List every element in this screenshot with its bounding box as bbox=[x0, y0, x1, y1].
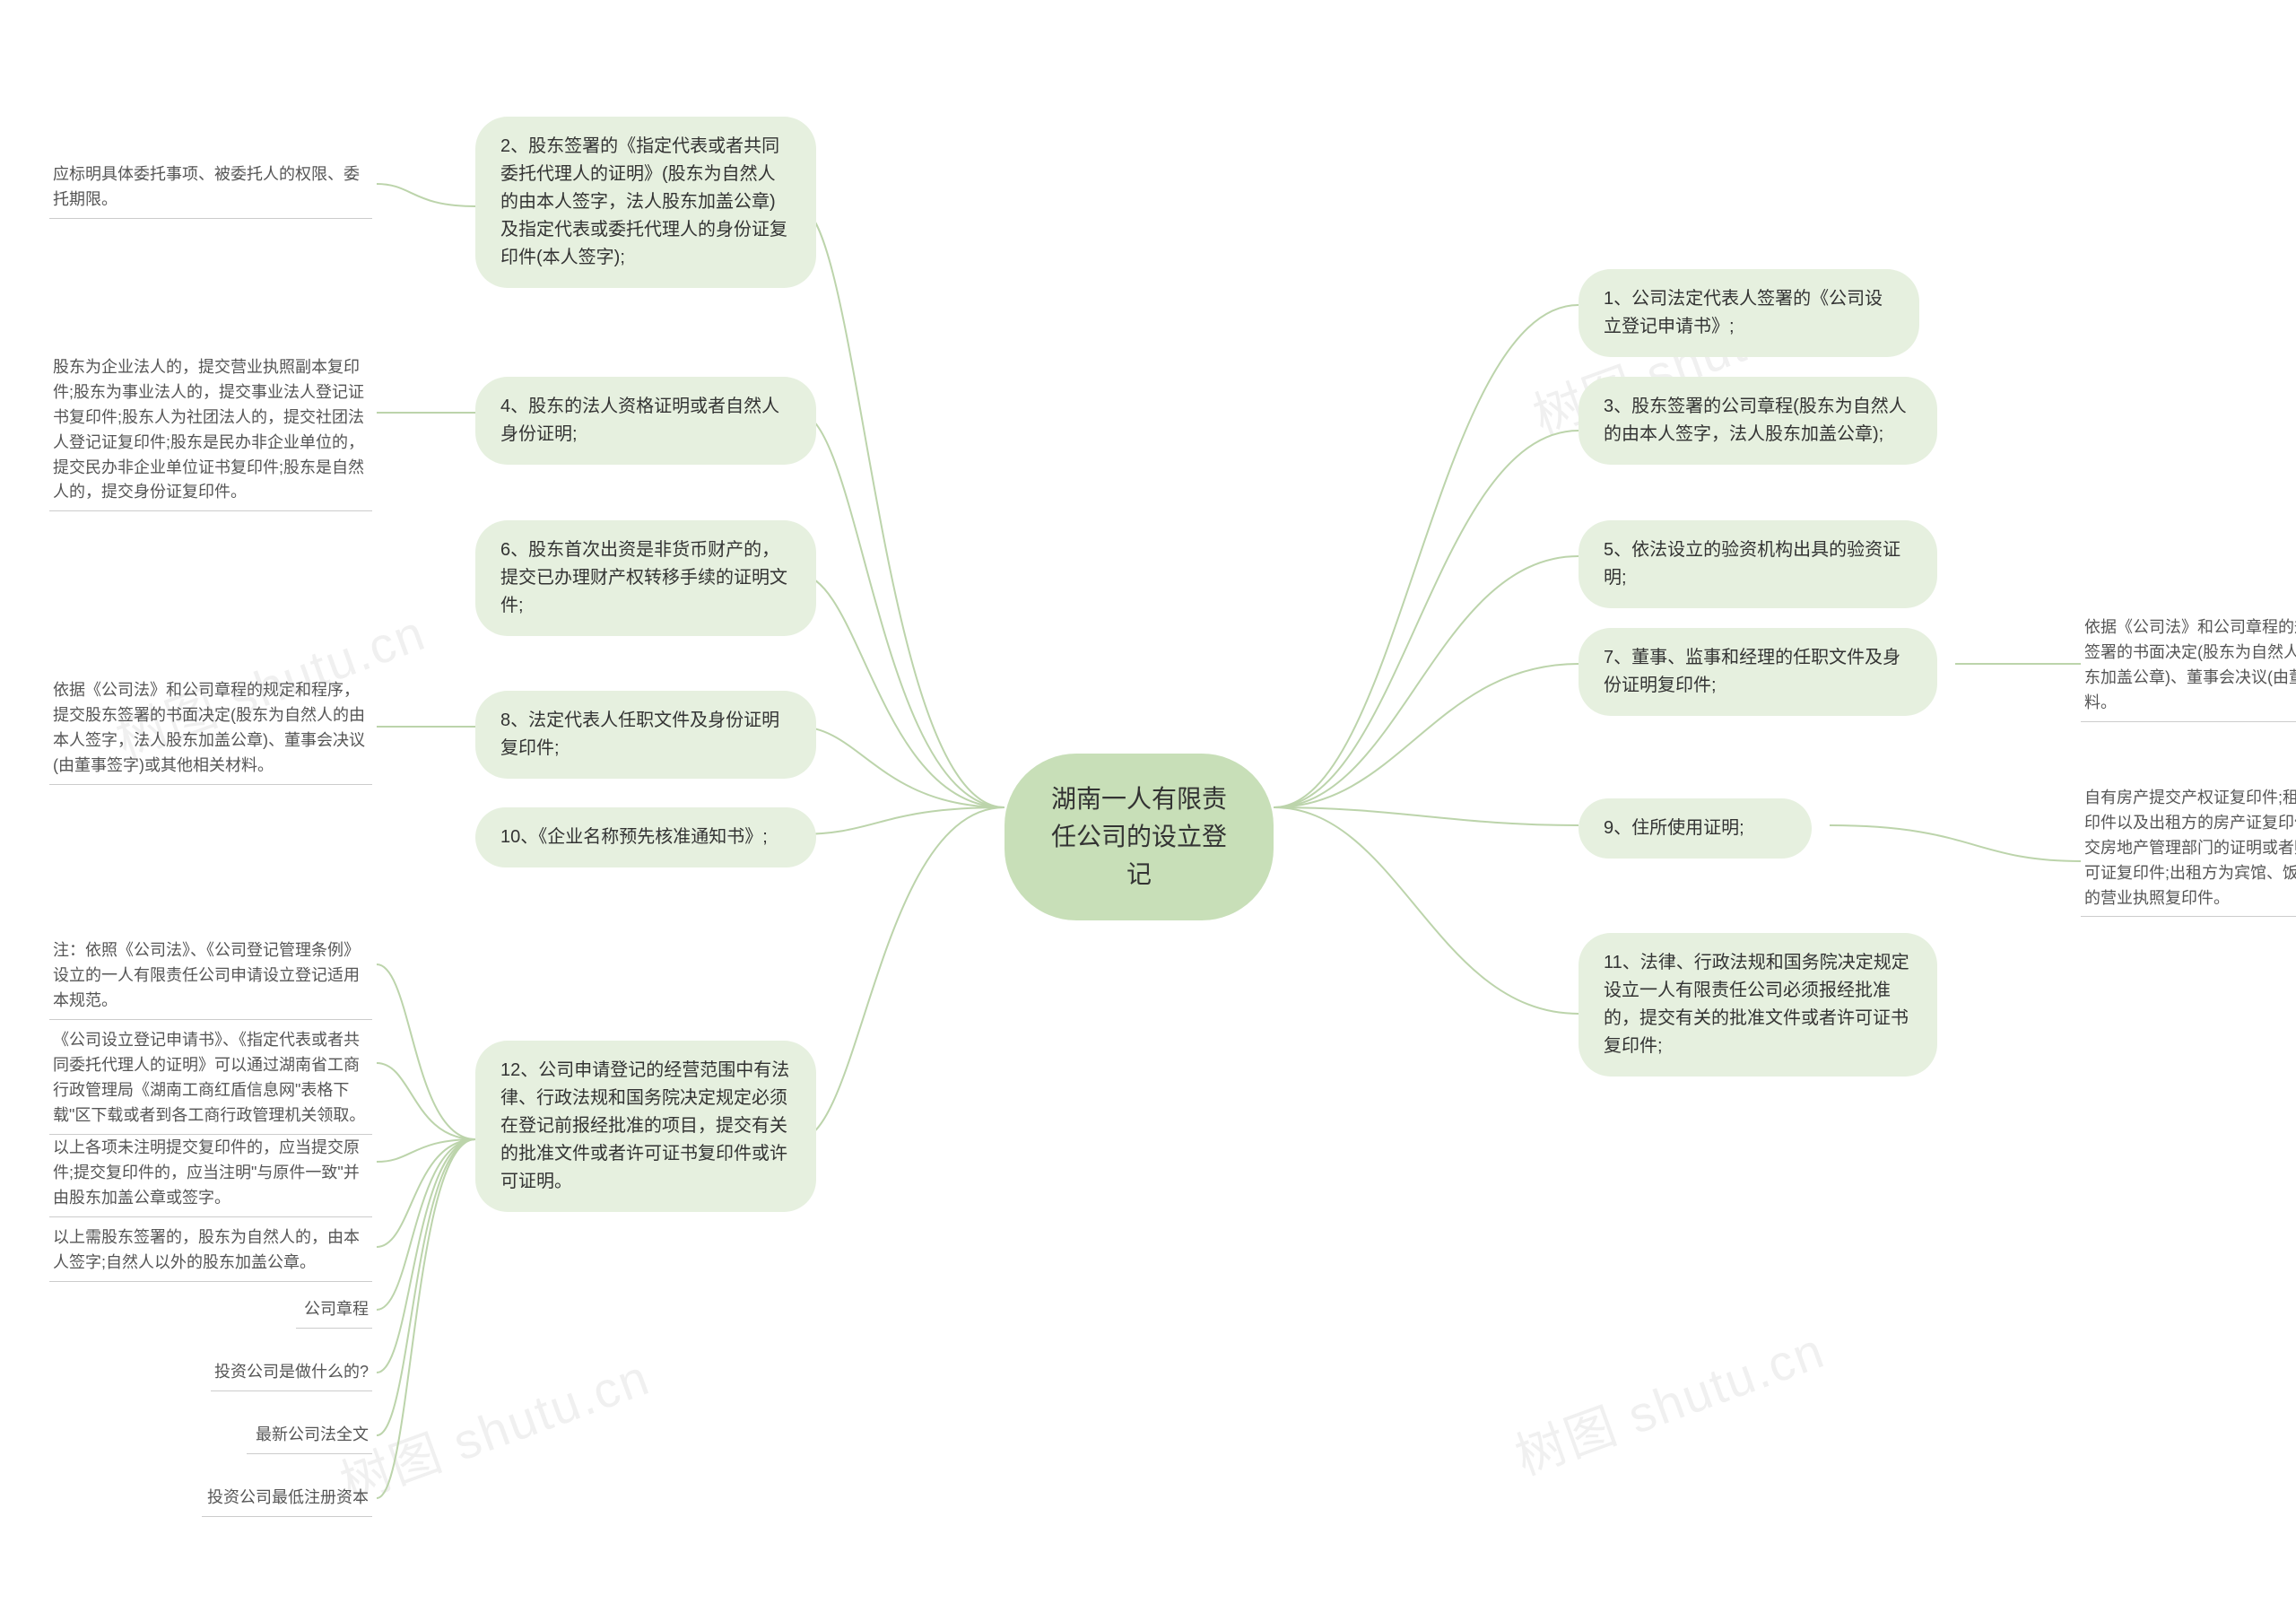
leaf-item-12-n2: 《公司设立登记申请书》、《指定代表或者共同委托代理人的证明》可以通过湖南省工商行… bbox=[49, 1023, 372, 1135]
node-item-5: 5、依法设立的验资机构出具的验资证明; bbox=[1578, 520, 1937, 608]
leaf-item-8-note: 依据《公司法》和公司章程的规定和程序，提交股东签署的书面决定(股东为自然人的由本… bbox=[49, 673, 372, 785]
leaf-item-12-n5: 公司章程 bbox=[296, 1292, 372, 1329]
node-item-4: 4、股东的法人资格证明或者自然人身份证明; bbox=[475, 377, 816, 465]
leaf-item-4-note: 股东为企业法人的，提交营业执照副本复印件;股东为事业法人的，提交事业法人登记证书… bbox=[49, 350, 372, 511]
leaf-item-2-note: 应标明具体委托事项、被委托人的权限、委托期限。 bbox=[49, 157, 372, 219]
leaf-item-12-n6: 投资公司是做什么的? bbox=[211, 1355, 372, 1391]
node-item-6: 6、股东首次出资是非货币财产的，提交已办理财产权转移手续的证明文件; bbox=[475, 520, 816, 636]
node-item-11: 11、法律、行政法规和国务院决定规定设立一人有限责任公司必须报经批准的，提交有关… bbox=[1578, 933, 1937, 1077]
node-item-1: 1、公司法定代表人签署的《公司设立登记申请书》; bbox=[1578, 269, 1919, 357]
leaf-item-12-n8: 投资公司最低注册资本 bbox=[202, 1480, 372, 1517]
center-node: 湖南一人有限责任公司的设立登记 bbox=[1004, 754, 1274, 920]
node-item-9: 9、住所使用证明; bbox=[1578, 798, 1812, 859]
node-item-3: 3、股东签署的公司章程(股东为自然人的由本人签字，法人股东加盖公章); bbox=[1578, 377, 1937, 465]
leaf-item-12-n1: 注：依照《公司法》、《公司登记管理条例》设立的一人有限责任公司申请设立登记适用本… bbox=[49, 933, 372, 1020]
node-item-8: 8、法定代表人任职文件及身份证明复印件; bbox=[475, 691, 816, 779]
watermark: 树图 shutu.cn bbox=[329, 1338, 658, 1517]
node-item-10: 10、《企业名称预先核准通知书》; bbox=[475, 807, 816, 867]
leaf-item-12-n7: 最新公司法全文 bbox=[247, 1417, 372, 1454]
watermark: 树图 shutu.cn bbox=[1504, 1311, 1833, 1490]
node-item-12: 12、公司申请登记的经营范围中有法律、行政法规和国务院决定规定必须在登记前报经批… bbox=[475, 1041, 816, 1212]
leaf-item-7-note: 依据《公司法》和公司章程的规定和程序，提交股东签署的书面决定(股东为自然人的由本… bbox=[2081, 610, 2296, 722]
node-item-7: 7、董事、监事和经理的任职文件及身份证明复印件; bbox=[1578, 628, 1937, 716]
node-item-2: 2、股东签署的《指定代表或者共同委托代理人的证明》(股东为自然人的由本人签字，法… bbox=[475, 117, 816, 288]
leaf-item-9-note: 自有房产提交产权证复印件;租赁房屋提交租赁协议复印件以及出租方的房产证复印件;未… bbox=[2081, 780, 2296, 917]
leaf-item-12-n4: 以上需股东签署的，股东为自然人的，由本人签字;自然人以外的股东加盖公章。 bbox=[49, 1220, 372, 1282]
leaf-item-12-n3: 以上各项未注明提交复印件的，应当提交原件;提交复印件的，应当注明"与原件一致"并… bbox=[49, 1130, 372, 1217]
